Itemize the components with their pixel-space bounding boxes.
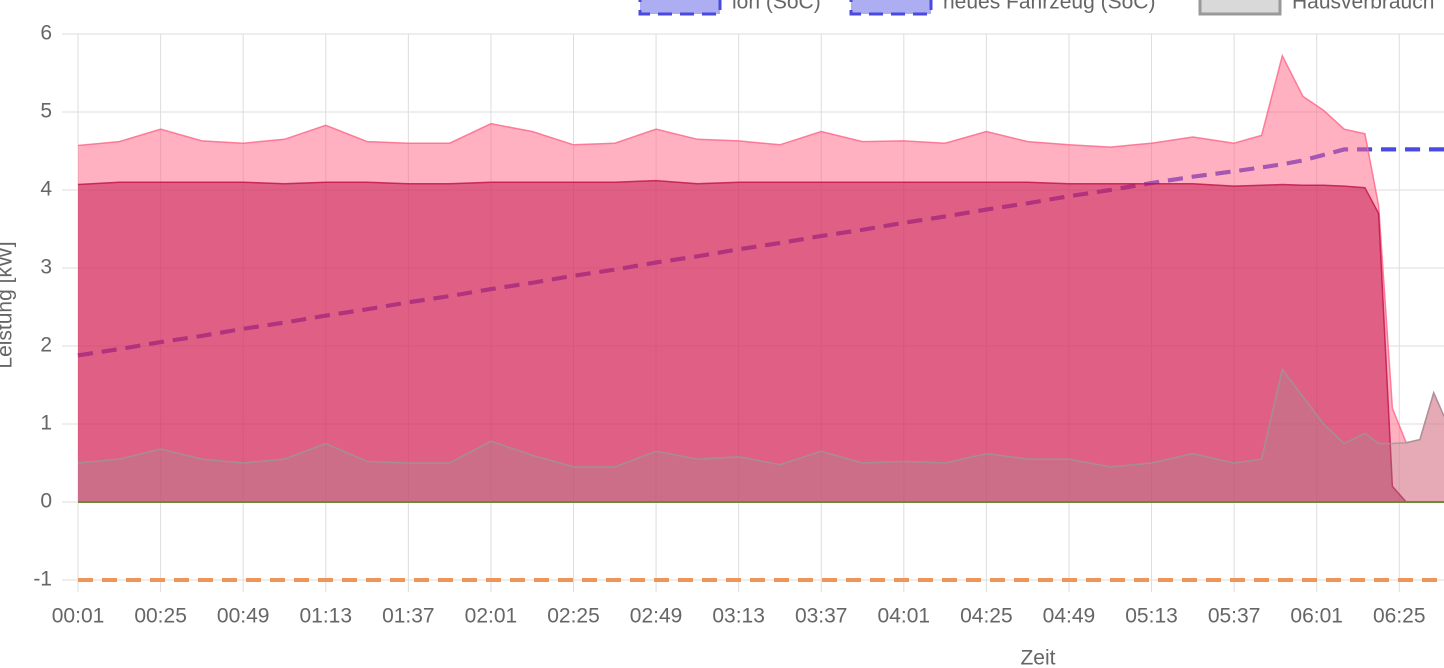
y-tick-label: 6 [40,22,52,45]
y-tick-label: 2 [40,334,52,357]
x-axis-label: Zeit [1020,647,1055,668]
x-tick-label: 04:49 [1043,605,1096,628]
legend-label: Hausverbrauch [1292,0,1434,14]
x-tick-label: 04:25 [960,605,1013,628]
y-tick-label: 4 [40,178,52,201]
x-tick-label: 02:01 [465,605,518,628]
y-tick-label: 0 [40,490,52,513]
x-tick-label: 00:25 [134,605,187,628]
y-tick-label: 1 [40,412,52,435]
legend-swatch [638,0,722,16]
y-tick-label: -1 [33,568,52,591]
x-tick-label: 00:49 [217,605,270,628]
legend-swatch [1198,0,1282,16]
area-line [77,179,1444,503]
legend-swatch [849,0,933,16]
x-tick-label: 01:13 [299,605,352,628]
x-tick-label: 02:49 [630,605,683,628]
x-tick-label: 01:37 [382,605,435,628]
x-tick-label: 00:01 [52,605,105,628]
x-tick-label: 05:37 [1208,605,1261,628]
x-tick-label: 06:01 [1290,605,1343,628]
area-line [77,367,1444,468]
x-tick-label: 04:01 [878,605,931,628]
x-tick-label: 03:13 [712,605,765,628]
y-axis-label: Leistung [kW] [0,241,17,368]
legend-item: Hausverbrauch [1198,0,1434,16]
x-tick-label: 03:37 [795,605,848,628]
y-tick-label: 3 [40,256,52,279]
x-tick-label: 05:13 [1125,605,1178,628]
x-tick-label: 06:25 [1373,605,1426,628]
legend-label: neues Fahrzeug (SoC) [943,0,1155,14]
legend-item: ion (SoC) [638,0,821,16]
x-tick-label: 02:25 [547,605,600,628]
area-fill [78,180,1444,502]
y-tick-label: 5 [40,100,52,123]
legend-item: neues Fahrzeug (SoC) [849,0,1155,16]
legend-label: ion (SoC) [732,0,821,14]
area-line [77,53,1444,444]
area-fill [78,369,1444,502]
